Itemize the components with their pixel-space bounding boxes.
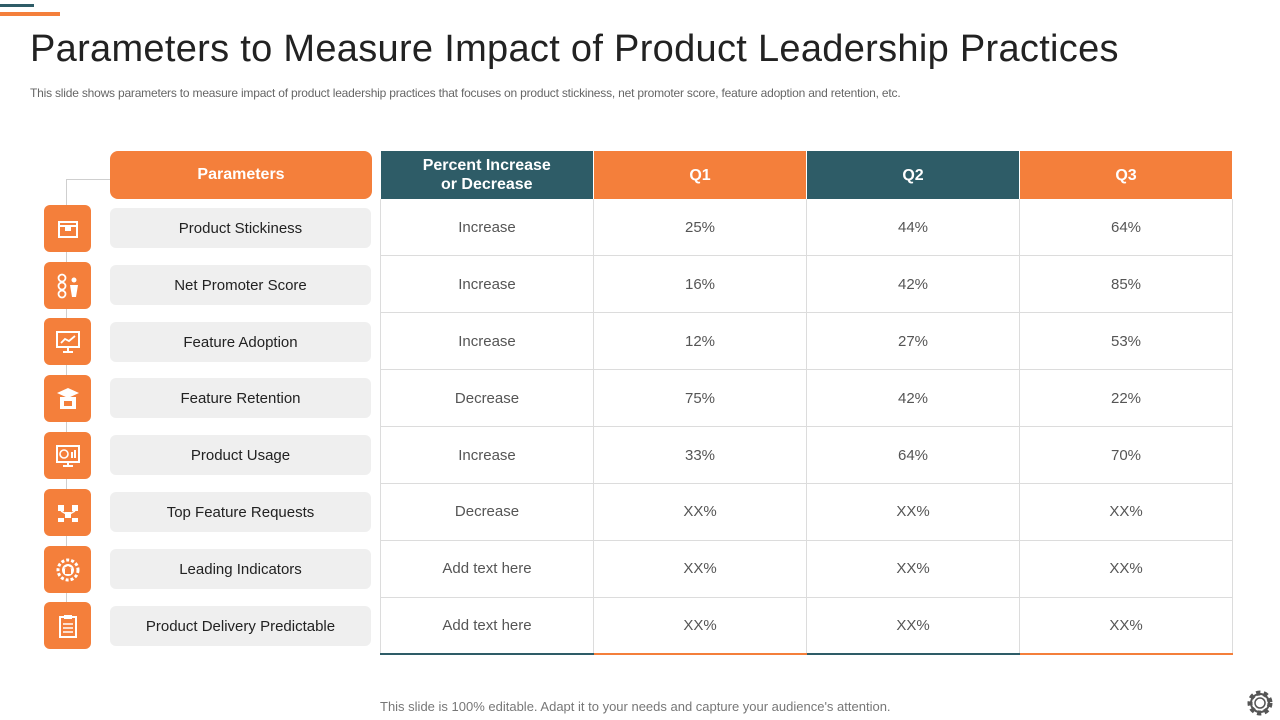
parameter-label: Product Delivery Predictable <box>110 606 371 646</box>
parameter-label: Product Stickiness <box>110 208 371 248</box>
table-row: Decrease 75% 42% 22% <box>380 369 1233 428</box>
q2-cell: 44% <box>806 199 1020 257</box>
column-header-q1: Q1 <box>593 151 807 199</box>
clipboard-icon <box>44 602 91 649</box>
column-header-q3: Q3 <box>1019 151 1233 199</box>
q1-cell: 12% <box>593 312 807 371</box>
table-row: Increase 25% 44% 64% <box>380 199 1233 257</box>
column-header-percent-change: Percent Increase or Decrease <box>380 151 594 199</box>
parameter-label: Product Usage <box>110 435 371 475</box>
open-box-icon <box>44 375 91 422</box>
q1-cell: 16% <box>593 255 807 314</box>
q2-cell: 64% <box>806 426 1020 484</box>
q2-cell: 42% <box>806 369 1020 428</box>
q3-cell: 70% <box>1019 426 1233 484</box>
footer-note: This slide is 100% editable. Adapt it to… <box>380 699 891 714</box>
q3-cell: 64% <box>1019 199 1233 257</box>
parameter-label: Feature Retention <box>110 378 371 418</box>
dashboard-screen-icon <box>44 432 91 479</box>
column-header-q2: Q2 <box>806 151 1020 199</box>
table-row: Increase 16% 42% 85% <box>380 255 1233 314</box>
table-header-row: Percent Increase or Decrease Q1 Q2 Q3 <box>380 151 1233 199</box>
box-icon <box>44 205 91 252</box>
parameter-label: Top Feature Requests <box>110 492 371 532</box>
table-row: Increase 33% 64% 70% <box>380 426 1233 484</box>
column-header-line-2: or Decrease <box>440 176 533 193</box>
gear-box-icon <box>44 546 91 593</box>
decorative-bar-teal <box>0 4 34 7</box>
column-header-line-1: Percent Increase <box>422 157 551 174</box>
table-row: Decrease XX% XX% XX% <box>380 483 1233 541</box>
q1-cell: 33% <box>593 426 807 484</box>
q2-cell: 42% <box>806 255 1020 314</box>
q2-cell: XX% <box>806 483 1020 541</box>
change-cell: Increase <box>380 312 594 371</box>
q3-cell: 22% <box>1019 369 1233 428</box>
table-row: Add text here XX% XX% XX% <box>380 597 1233 656</box>
q3-cell: XX% <box>1019 540 1233 598</box>
metrics-table: Percent Increase or Decrease Q1 Q2 Q3 Inc… <box>380 151 1233 656</box>
connector-line-horizontal <box>66 179 110 180</box>
q1-cell: XX% <box>593 540 807 598</box>
q1-cell: XX% <box>593 597 807 656</box>
q2-cell: 27% <box>806 312 1020 371</box>
parameter-label: Feature Adoption <box>110 322 371 362</box>
change-cell: Add text here <box>380 540 594 598</box>
change-cell: Increase <box>380 426 594 484</box>
change-cell: Decrease <box>380 369 594 428</box>
q3-cell: XX% <box>1019 483 1233 541</box>
q2-cell: XX% <box>806 597 1020 656</box>
change-cell: Increase <box>380 199 594 257</box>
q1-cell: 75% <box>593 369 807 428</box>
page-title: Parameters to Measure Impact of Product … <box>30 28 1119 70</box>
q3-cell: 53% <box>1019 312 1233 371</box>
table-row: Add text here XX% XX% XX% <box>380 540 1233 598</box>
presentation-chart-icon <box>44 318 91 365</box>
network-icon <box>44 489 91 536</box>
q1-cell: XX% <box>593 483 807 541</box>
page-subtitle: This slide shows parameters to measure i… <box>30 86 901 100</box>
change-cell: Decrease <box>380 483 594 541</box>
parameter-label: Leading Indicators <box>110 549 371 589</box>
gear-icon[interactable] <box>1243 686 1277 720</box>
parameters-header: Parameters <box>110 151 372 199</box>
feedback-faces-icon <box>44 262 91 309</box>
table-row: Increase 12% 27% 53% <box>380 312 1233 371</box>
q3-cell: XX% <box>1019 597 1233 656</box>
change-cell: Add text here <box>380 597 594 656</box>
change-cell: Increase <box>380 255 594 314</box>
q3-cell: 85% <box>1019 255 1233 314</box>
parameter-label: Net Promoter Score <box>110 265 371 305</box>
q2-cell: XX% <box>806 540 1020 598</box>
q1-cell: 25% <box>593 199 807 257</box>
decorative-bar-orange <box>0 12 60 16</box>
